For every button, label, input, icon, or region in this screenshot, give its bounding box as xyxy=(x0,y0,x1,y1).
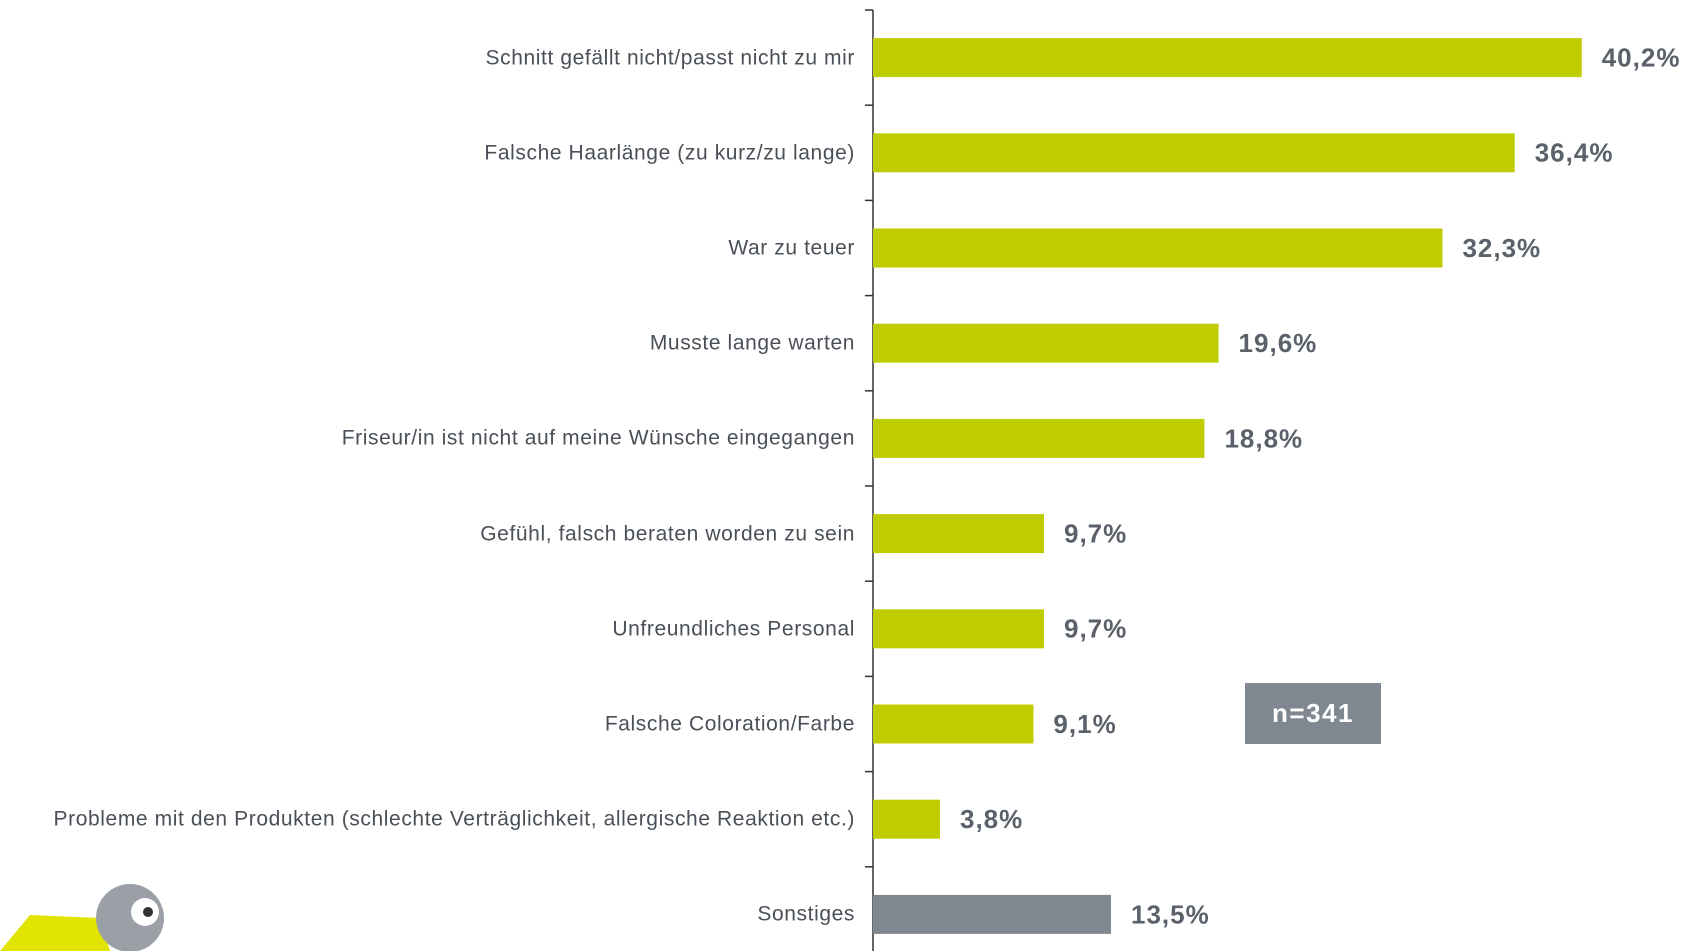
bar xyxy=(873,894,1112,934)
category-label: Falsche Coloration/Farbe xyxy=(604,712,855,736)
value-label: 9,1% xyxy=(1053,709,1116,739)
category-label: War zu teuer xyxy=(728,236,855,260)
category-label: Falsche Haarlänge (zu kurz/zu lange) xyxy=(484,141,855,165)
bar xyxy=(873,133,1515,173)
category-label: Sonstiges xyxy=(757,902,855,926)
value-label: 36,4% xyxy=(1535,138,1614,168)
value-label: 9,7% xyxy=(1064,614,1127,644)
value-label: 19,6% xyxy=(1239,328,1318,358)
value-label: 32,3% xyxy=(1462,233,1541,263)
value-label: 18,8% xyxy=(1224,423,1303,453)
value-label: 9,7% xyxy=(1064,518,1127,548)
value-label: 3,8% xyxy=(960,804,1023,834)
value-label: 13,5% xyxy=(1131,899,1210,929)
bar xyxy=(873,514,1045,554)
mascot xyxy=(0,884,164,951)
bar xyxy=(873,609,1045,649)
bar xyxy=(873,799,940,839)
sample-size: n=341 xyxy=(1245,683,1381,744)
bar xyxy=(873,323,1219,363)
category-label: Unfreundliches Personal xyxy=(612,617,855,641)
bar xyxy=(873,38,1582,78)
bar xyxy=(873,228,1443,268)
category-label: Schnitt gefällt nicht/passt nicht zu mir xyxy=(485,46,855,70)
category-label: Friseur/in ist nicht auf meine Wünsche e… xyxy=(341,426,855,450)
category-label: Musste lange warten xyxy=(649,331,855,355)
category-label: Probleme mit den Produkten (schlechte Ve… xyxy=(53,807,855,831)
bar xyxy=(873,418,1205,458)
value-label: 40,2% xyxy=(1602,42,1681,72)
category-label: Gefühl, falsch beraten worden zu sein xyxy=(480,522,855,546)
bar xyxy=(873,704,1034,744)
